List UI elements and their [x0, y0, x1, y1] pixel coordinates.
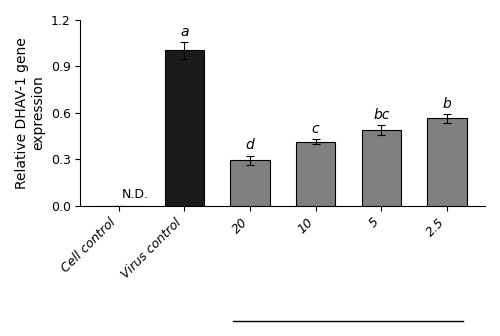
Text: bc: bc [373, 108, 390, 122]
Text: N.D.: N.D. [122, 188, 149, 201]
Text: b: b [442, 97, 452, 111]
Text: d: d [246, 138, 254, 153]
Bar [164, 50, 204, 206]
Text: c: c [312, 122, 320, 136]
Bar [230, 160, 270, 206]
Text: a: a [180, 25, 188, 39]
Bar [427, 118, 467, 206]
Y-axis label: Relative DHAV-1 gene
expression: Relative DHAV-1 gene expression [15, 37, 45, 189]
Bar [296, 141, 336, 206]
Bar [362, 130, 401, 206]
